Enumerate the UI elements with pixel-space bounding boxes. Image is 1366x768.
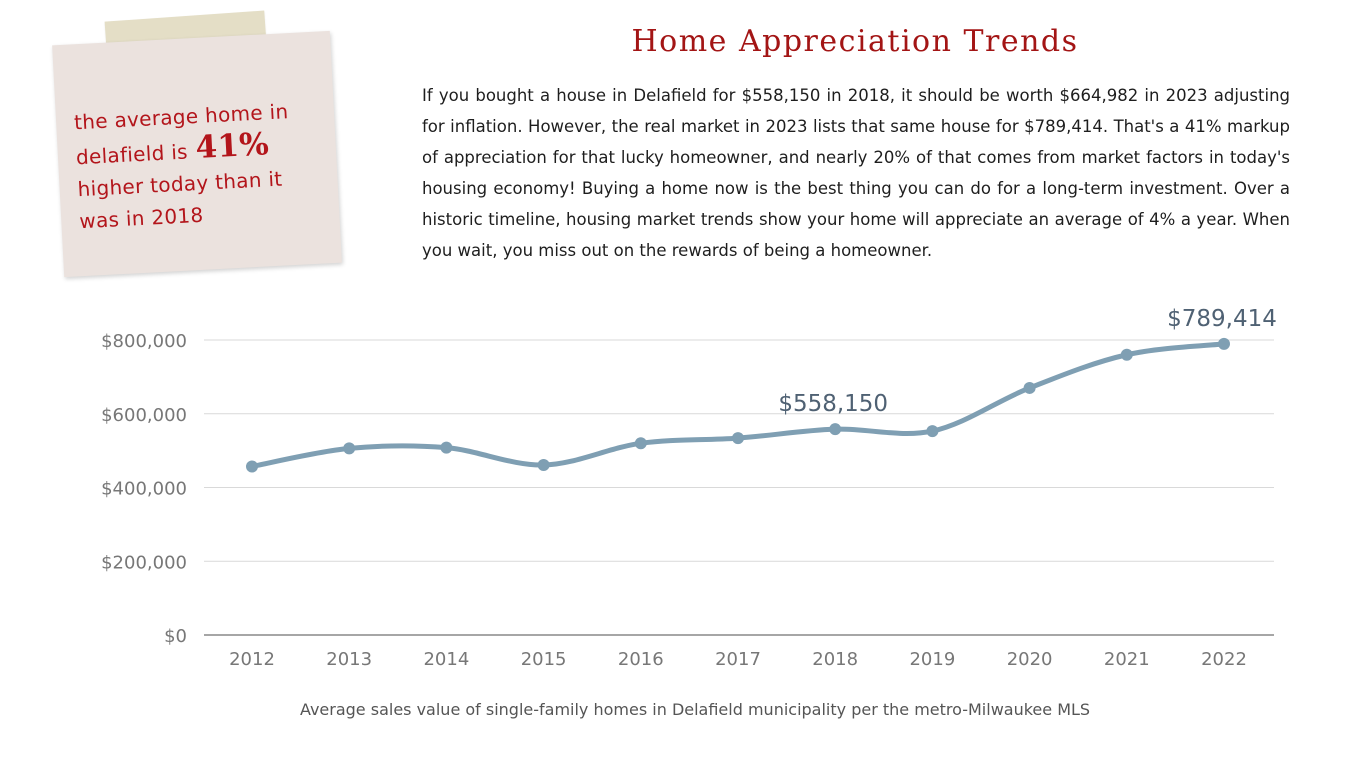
data-point — [537, 459, 550, 472]
x-tick-label: 2021 — [1104, 649, 1150, 670]
data-label: $558,150 — [778, 391, 888, 417]
grid-lines — [204, 339, 1274, 636]
data-label: $789,414 — [1167, 306, 1277, 332]
y-tick-labels: $0 $200,000 $400,000 $600,000 $800,000 — [101, 331, 187, 647]
data-point — [1023, 381, 1036, 394]
chart-caption: Average sales value of single-family hom… — [299, 700, 1091, 719]
data-point — [1120, 348, 1133, 361]
x-tick-label: 2013 — [326, 649, 372, 670]
data-point — [343, 442, 356, 455]
x-tick-label: 2012 — [229, 649, 275, 670]
x-tick-label: 2019 — [909, 649, 955, 670]
data-point — [246, 460, 258, 473]
x-tick-label: 2016 — [618, 649, 664, 670]
data-point — [732, 432, 744, 445]
x-tick-label: 2017 — [715, 649, 761, 670]
y-tick-label: $600,000 — [101, 405, 187, 426]
y-tick-label: $0 — [164, 626, 187, 647]
data-point — [1218, 337, 1230, 350]
x-tick-label: 2022 — [1201, 649, 1247, 670]
data-annotations: $558,150 $789,414 — [778, 306, 1277, 417]
x-tick-labels: 2012 2013 2014 2015 2016 2017 2018 2019 2020 2021… — [229, 649, 1247, 670]
page-title: Home Appreciation Trends — [631, 24, 1079, 59]
intro-paragraph: If you bought a house in Delafield for $… — [422, 86, 1290, 260]
series-line — [249, 341, 1227, 469]
data-point — [829, 423, 842, 436]
data-point — [634, 437, 647, 450]
y-tick-label: $400,000 — [101, 479, 187, 500]
data-points — [246, 337, 1230, 473]
x-tick-label: 2018 — [812, 649, 858, 670]
x-tick-label: 2014 — [423, 649, 469, 670]
y-tick-label: $200,000 — [101, 552, 187, 573]
y-tick-label: $800,000 — [101, 331, 187, 352]
x-tick-label: 2020 — [1007, 649, 1053, 670]
data-point — [440, 441, 453, 454]
data-point — [926, 425, 939, 438]
x-tick-label: 2015 — [521, 649, 567, 670]
